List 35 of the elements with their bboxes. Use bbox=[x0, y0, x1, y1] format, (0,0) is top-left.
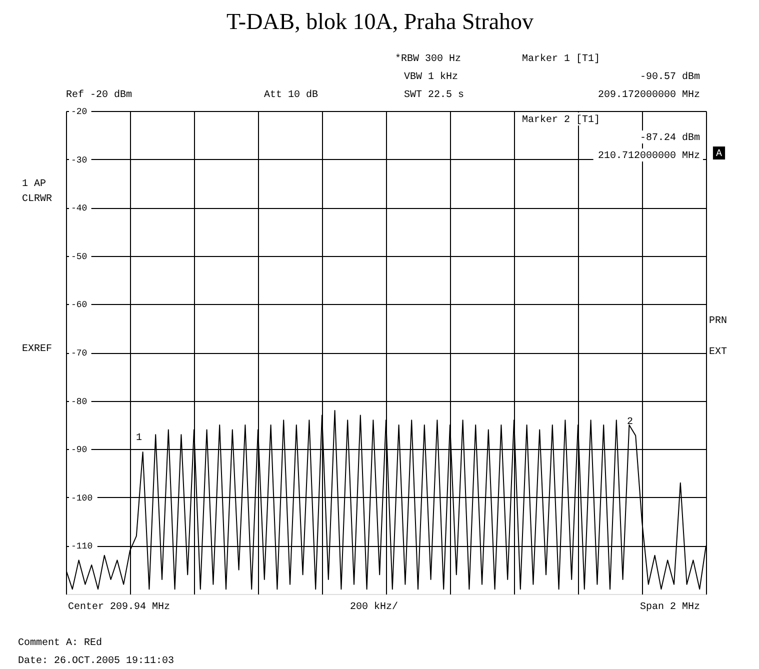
y-tick-label: -50 bbox=[71, 252, 88, 262]
text: 200 kHz/ bbox=[350, 601, 398, 613]
annotation: 2 bbox=[626, 417, 634, 428]
text: -90.57 dBm bbox=[640, 71, 700, 83]
y-tick-label: -70 bbox=[71, 348, 88, 358]
text: Span 2 MHz bbox=[640, 602, 700, 613]
text: 209.172000000 MHz bbox=[598, 90, 700, 101]
annotation: 210.712000000 MHz bbox=[598, 151, 700, 162]
text: Ref -20 dBm bbox=[66, 89, 132, 101]
y-tick-label: -30 bbox=[71, 155, 88, 166]
y-tick-label: -100 bbox=[71, 493, 93, 504]
text: CLRWR bbox=[22, 194, 52, 205]
y-tick-label: -40 bbox=[71, 204, 88, 214]
text: *RBW 300 Hz bbox=[395, 53, 462, 65]
annotation: Marker 2 [T1] bbox=[522, 114, 600, 126]
annotation: 1 bbox=[136, 433, 142, 444]
y-tick-label: -110 bbox=[71, 542, 93, 552]
y-tick-label: -20 bbox=[71, 107, 88, 117]
text: EXT bbox=[709, 347, 728, 358]
text: SWT 22.5 s bbox=[404, 90, 464, 101]
text: VBW 1 kHz bbox=[404, 71, 458, 83]
y-tick-label: -80 bbox=[71, 396, 88, 407]
text: Marker 1 [T1] bbox=[522, 53, 600, 65]
text: A bbox=[716, 149, 722, 160]
annotation: -87.24 dBm bbox=[640, 132, 700, 144]
text: EXREF bbox=[22, 344, 52, 355]
y-tick-label: -90 bbox=[71, 445, 88, 456]
y-tick-label: -60 bbox=[71, 300, 88, 310]
text: Center 209.94 MHz bbox=[68, 602, 170, 613]
text: Date: 26.OCT.2005 19:11:03 bbox=[18, 656, 174, 667]
chart-title: T-DAB, blok 10A, Praha Strahov bbox=[226, 9, 534, 34]
text: 1 AP bbox=[22, 179, 46, 190]
text: PRN bbox=[709, 316, 728, 327]
text: Comment A: REd bbox=[18, 637, 102, 649]
text: Att 10 dB bbox=[264, 89, 318, 101]
